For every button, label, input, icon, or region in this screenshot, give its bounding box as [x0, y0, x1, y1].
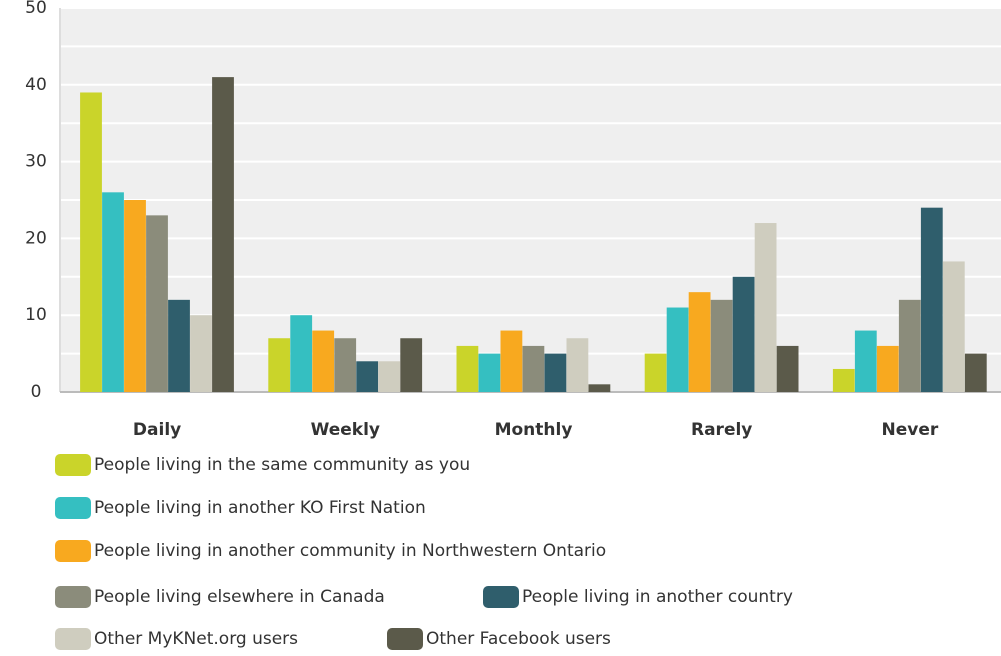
bar: [710, 299, 733, 392]
bar: [732, 276, 755, 392]
legend-swatch: [55, 454, 91, 476]
bar: [190, 315, 212, 392]
legend-swatch: [55, 628, 91, 650]
bar: [212, 77, 234, 393]
bar: [80, 92, 102, 392]
legend-label: Other MyKNet.org users: [94, 629, 298, 649]
bar: [588, 384, 611, 392]
bar: [898, 299, 921, 392]
x-tick-label: Monthly: [495, 420, 573, 440]
bar: [400, 338, 423, 392]
x-tick-label: Weekly: [311, 420, 380, 440]
bar: [832, 368, 855, 392]
bar: [334, 338, 357, 392]
bar: [500, 330, 523, 392]
bar: [666, 307, 689, 392]
bar: [124, 200, 146, 392]
y-tick-label: 10: [25, 305, 47, 325]
bar: [290, 315, 313, 392]
bar: [942, 261, 965, 392]
legend-label: People living in another KO First Nation: [94, 498, 426, 518]
bar: [268, 338, 291, 392]
bar: [102, 192, 124, 392]
legend-swatch: [387, 628, 423, 650]
y-tick-label: 0: [31, 382, 42, 402]
bar: [456, 345, 479, 392]
y-tick-label: 30: [25, 152, 47, 172]
bar: [566, 338, 589, 392]
y-tick-label: 40: [25, 75, 47, 95]
bar: [522, 345, 545, 392]
bar: [168, 299, 190, 392]
y-tick-label: 20: [25, 228, 47, 248]
bar: [754, 223, 777, 392]
legend-swatch: [483, 586, 519, 608]
bar: [920, 207, 943, 392]
bar: [644, 353, 667, 392]
bar: [146, 215, 168, 392]
bar: [544, 353, 567, 392]
legend-label: Other Facebook users: [426, 629, 611, 649]
legend-label: People living in another community in No…: [94, 541, 606, 561]
bar: [854, 330, 877, 392]
bar: [964, 353, 987, 392]
legend-label: People living in the same community as y…: [94, 455, 470, 475]
bar: [312, 330, 335, 392]
x-tick-label: Never: [882, 420, 939, 440]
x-tick-label: Rarely: [691, 420, 752, 440]
bar: [478, 353, 501, 392]
y-tick-label: 50: [25, 0, 47, 18]
x-tick-label: Daily: [133, 420, 181, 440]
legend-swatch: [55, 586, 91, 608]
bar: [378, 361, 401, 392]
bar: [356, 361, 379, 392]
legend-label: People living in another country: [522, 587, 793, 607]
legend-swatch: [55, 540, 91, 562]
bar: [876, 345, 899, 392]
bar: [688, 292, 711, 392]
legend-label: People living elsewhere in Canada: [94, 587, 385, 607]
legend-swatch: [55, 497, 91, 519]
bar: [776, 345, 799, 392]
